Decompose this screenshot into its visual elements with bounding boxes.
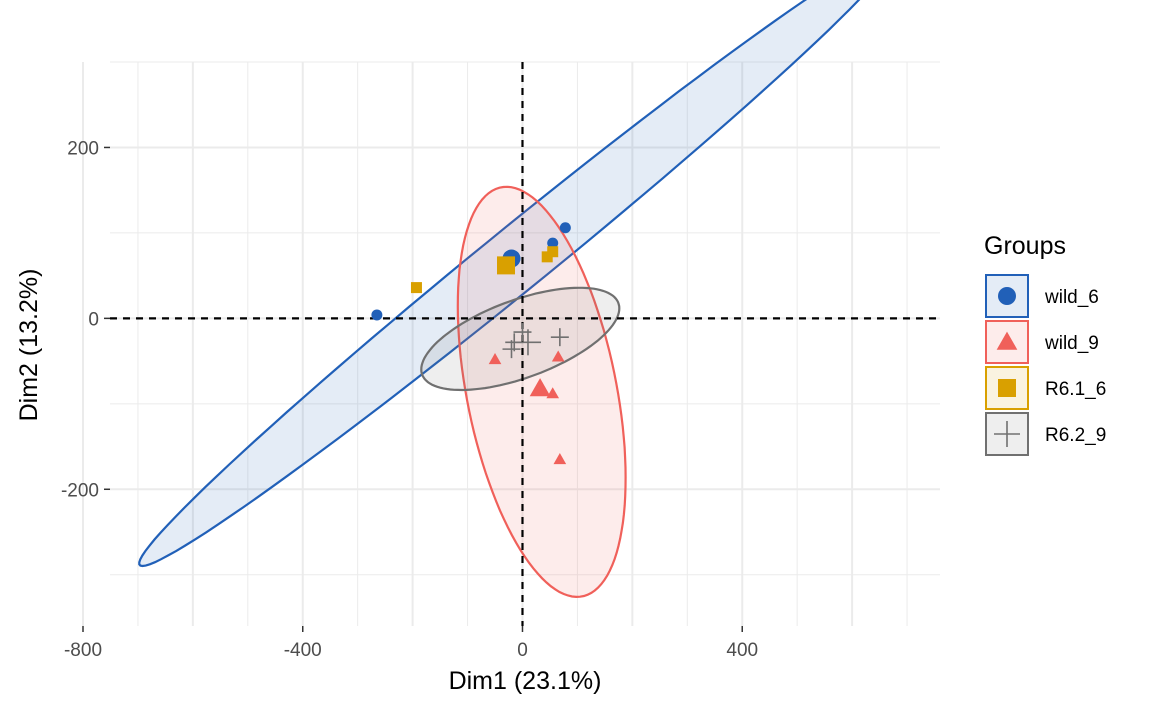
y-tick-label: -200 bbox=[61, 480, 99, 501]
confidence-ellipses bbox=[138, 0, 861, 599]
point-wild_6 bbox=[547, 237, 559, 249]
legend-marker-R6.2_9 bbox=[994, 421, 1020, 447]
legend-label-R6.2_9: R6.2_9 bbox=[1045, 425, 1106, 446]
x-tick-label: -800 bbox=[64, 640, 102, 661]
point-wild_6 bbox=[559, 222, 571, 234]
x-tick-label: 400 bbox=[726, 640, 758, 661]
legend-marker-R6.1_6 bbox=[998, 379, 1016, 397]
ellipse-wild_6 bbox=[138, 0, 861, 568]
data-points bbox=[371, 222, 571, 465]
ellipse-R6.2_9 bbox=[420, 286, 621, 392]
y-tick-label: 0 bbox=[88, 309, 99, 330]
centroid-wild_9 bbox=[529, 378, 551, 397]
x-axis-title: Dim1 (23.1%) bbox=[449, 667, 602, 695]
reference-lines bbox=[110, 62, 940, 626]
point-R6.1_6 bbox=[547, 246, 559, 258]
point-R6.1_6 bbox=[410, 282, 422, 294]
axes: -800 -400 0 400 -200 0 200 bbox=[61, 138, 758, 661]
point-wild_9 bbox=[551, 350, 565, 362]
legend-title: Groups bbox=[984, 232, 1066, 260]
point-R6.2_9 bbox=[550, 328, 569, 347]
point-wild_9 bbox=[553, 453, 567, 465]
legend-label-R6.1_6: R6.1_6 bbox=[1045, 379, 1106, 400]
point-wild_9 bbox=[488, 353, 502, 365]
x-tick-label: -400 bbox=[284, 640, 322, 661]
point-R6.2_9 bbox=[502, 340, 521, 359]
x-tick-label: 0 bbox=[517, 640, 528, 661]
legend-key-R6.1_6 bbox=[985, 366, 1029, 410]
centroid-R6.2_9 bbox=[514, 329, 541, 356]
y-tick-label: 200 bbox=[67, 138, 99, 159]
point-wild_6 bbox=[371, 309, 383, 321]
centroid-R6.1_6 bbox=[497, 256, 516, 275]
legend: Groups wild_6 wild_9 R6.1_6 R6.2_9 bbox=[984, 232, 1106, 456]
legend-marker-wild_6 bbox=[998, 287, 1016, 305]
y-axis-title: Dim2 (13.2%) bbox=[15, 269, 43, 422]
legend-label-wild_6: wild_6 bbox=[1044, 287, 1099, 308]
legend-label-wild_9: wild_9 bbox=[1044, 333, 1099, 354]
legend-marker-wild_9 bbox=[996, 331, 1018, 350]
